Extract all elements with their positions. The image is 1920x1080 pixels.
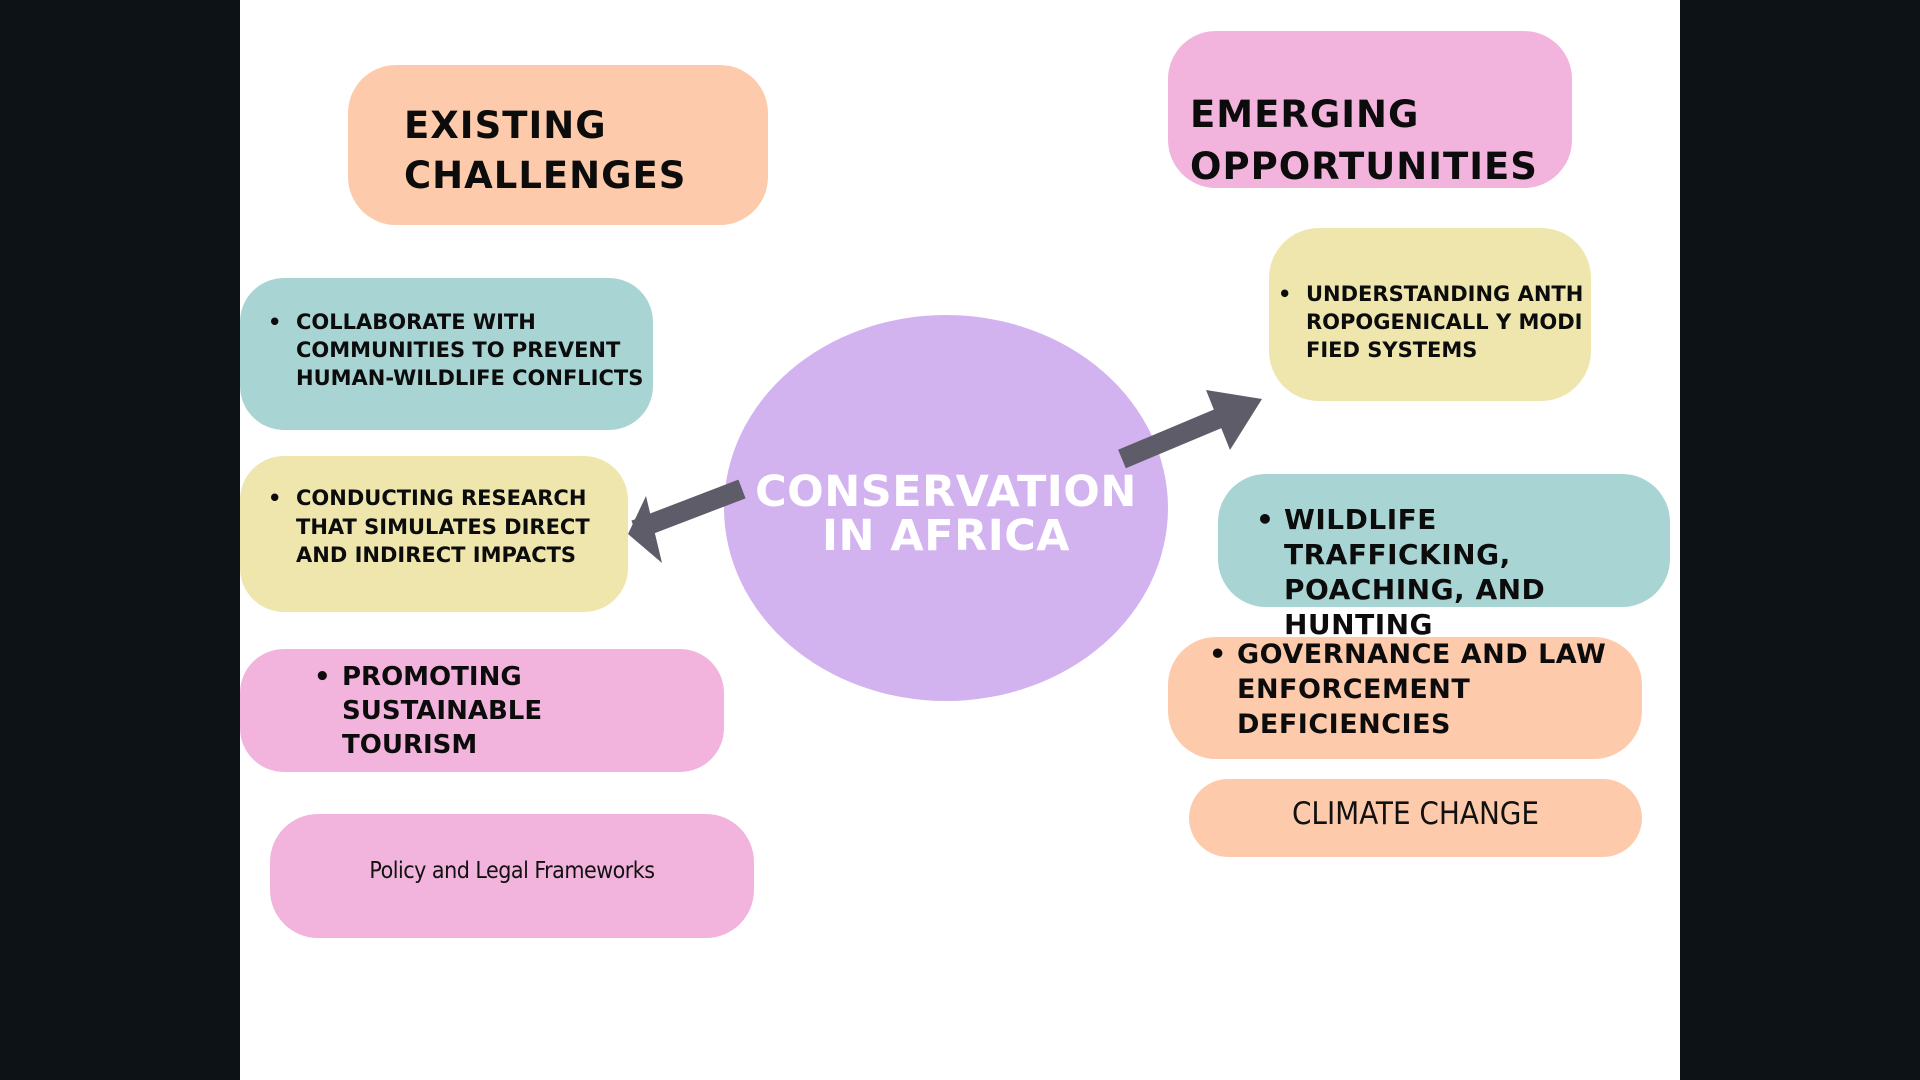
governance-item: GOVERNANCE AND LAW ENFORCEMENT DEFICIENC…: [1209, 637, 1637, 742]
center-label: CONSERVATION IN AFRICA: [724, 470, 1168, 558]
understanding-item: UNDERSTANDING ANTHROPOGENICALL Y MODIFIE…: [1278, 280, 1591, 364]
trafficking-item: WILDLIFE TRAFFICKING, POACHING, AND HUNT…: [1256, 502, 1668, 642]
governance-list: GOVERNANCE AND LAW ENFORCEMENT DEFICIENC…: [1209, 637, 1637, 742]
center-label-line1: CONSERVATION: [755, 467, 1137, 517]
emerging-heading-line2: OPPORTUNITIES: [1190, 145, 1538, 188]
policy-label: Policy and Legal Frameworks: [369, 858, 655, 884]
right-arrow: [1118, 390, 1262, 469]
trafficking-box: WILDLIFE TRAFFICKING, POACHING, AND HUNT…: [1218, 474, 1670, 641]
emerging-opportunities-heading: EMERGING OPPORTUNITIES: [1190, 89, 1538, 193]
research-box: CONDUCTING RESEARCH THAT SIMULATES DIREC…: [240, 456, 628, 612]
research-item: CONDUCTING RESEARCH THAT SIMULATES DIREC…: [268, 484, 614, 570]
trafficking-list: WILDLIFE TRAFFICKING, POACHING, AND HUNT…: [1256, 502, 1668, 642]
tourism-list: PROMOTING SUSTAINABLE TOURISM: [314, 660, 642, 762]
tourism-item: PROMOTING SUSTAINABLE TOURISM: [314, 660, 642, 762]
understanding-box: UNDERSTANDING ANTHROPOGENICALL Y MODIFIE…: [1269, 228, 1591, 401]
climate-box: CLIMATE CHANGE: [1189, 779, 1642, 857]
collaborate-box: COLLABORATE WITH COMMUNITIES TO PREVENT …: [240, 278, 653, 430]
existing-heading-line2: CHALLENGES: [404, 154, 687, 197]
collaborate-item: COLLABORATE WITH COMMUNITIES TO PREVENT …: [268, 308, 646, 392]
existing-challenges-box: EXISTING CHALLENGES: [348, 65, 768, 225]
center-label-line2: IN AFRICA: [821, 511, 1071, 561]
slide-canvas: EXISTING CHALLENGES EMERGING OPPORTUNITI…: [240, 0, 1680, 1080]
existing-heading-line1: EXISTING: [404, 104, 607, 147]
collaborate-list: COLLABORATE WITH COMMUNITIES TO PREVENT …: [268, 308, 646, 392]
climate-label: CLIMATE CHANGE: [1291, 796, 1540, 832]
tourism-box: PROMOTING SUSTAINABLE TOURISM: [240, 649, 724, 772]
emerging-heading-line1: EMERGING: [1190, 93, 1420, 136]
research-list: CONDUCTING RESEARCH THAT SIMULATES DIREC…: [268, 484, 614, 570]
governance-box: GOVERNANCE AND LAW ENFORCEMENT DEFICIENC…: [1168, 637, 1642, 759]
conservation-center-ellipse: [724, 315, 1168, 701]
understanding-list: UNDERSTANDING ANTHROPOGENICALL Y MODIFIE…: [1278, 280, 1591, 364]
existing-challenges-heading: EXISTING CHALLENGES: [404, 101, 686, 201]
policy-box: Policy and Legal Frameworks: [270, 814, 754, 938]
emerging-opportunities-box: EMERGING OPPORTUNITIES: [1168, 31, 1572, 188]
left-arrow: [628, 479, 746, 563]
